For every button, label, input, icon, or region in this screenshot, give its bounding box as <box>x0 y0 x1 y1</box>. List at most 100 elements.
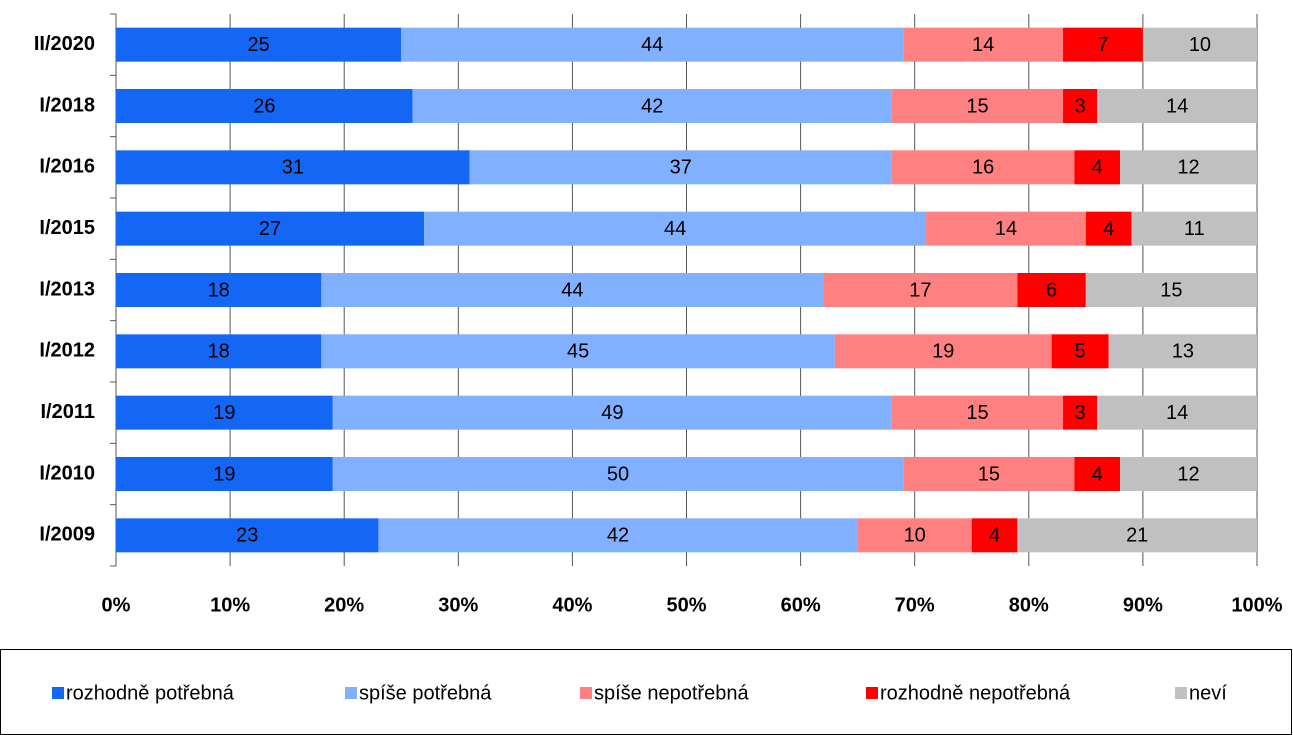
bar-segment <box>1142 27 1257 62</box>
legend-swatch <box>1175 687 1187 699</box>
data-label: 19 <box>213 402 235 424</box>
y-tick-label: I/2010 <box>39 462 95 484</box>
bar-segment <box>378 518 858 553</box>
data-label: 18 <box>208 279 230 301</box>
bar-segment <box>891 150 1075 185</box>
legend-label: rozhodně nepotřebná <box>880 682 1071 704</box>
data-label: 27 <box>259 218 281 240</box>
data-label: 10 <box>904 525 926 547</box>
legend-label: neví <box>1189 682 1227 704</box>
y-tick-label: II/2020 <box>34 33 95 55</box>
legend-label: rozhodně potřebná <box>66 682 235 704</box>
bar-segment <box>1097 395 1257 430</box>
legend-label: spíše nepotřebná <box>594 682 749 704</box>
bar-segment <box>1017 273 1086 307</box>
bar-segment <box>891 395 1064 430</box>
y-tick-label: I/2018 <box>39 94 95 116</box>
bar-segment <box>116 273 322 307</box>
x-tick-label: 10% <box>210 594 250 616</box>
bar-segment <box>412 89 892 123</box>
legend-swatch <box>345 687 357 699</box>
data-label: 18 <box>208 341 230 363</box>
data-label: 31 <box>282 157 304 179</box>
data-label: 4 <box>1092 157 1103 179</box>
data-label: 42 <box>641 95 663 117</box>
y-tick-label: I/2012 <box>39 340 95 362</box>
data-label: 14 <box>995 218 1017 240</box>
data-label: 14 <box>1166 402 1188 424</box>
bar-segment <box>1063 89 1098 123</box>
data-label: 25 <box>248 34 270 56</box>
data-label: 14 <box>1166 95 1188 117</box>
bar-segment <box>469 150 892 185</box>
x-tick-label: 40% <box>552 594 592 616</box>
bar-segment <box>424 211 927 246</box>
bar-segment <box>332 457 904 491</box>
bar-segment <box>823 273 1018 307</box>
x-tick-label: 60% <box>781 594 821 616</box>
data-label: 17 <box>909 279 931 301</box>
bar-segment <box>116 518 379 553</box>
x-tick-label: 0% <box>102 594 131 616</box>
data-label: 7 <box>1097 34 1108 56</box>
data-label: 19 <box>213 463 235 485</box>
bar-segment <box>1074 150 1121 185</box>
bar-segment <box>116 395 333 430</box>
data-label: 15 <box>978 463 1000 485</box>
bar-segment <box>116 27 402 62</box>
y-tick-label: I/2016 <box>39 156 95 178</box>
bar-segment <box>1074 457 1121 491</box>
legend-label: spíše potřebná <box>359 682 492 704</box>
data-label: 12 <box>1177 157 1199 179</box>
data-label: 49 <box>601 402 623 424</box>
data-label: 16 <box>972 157 994 179</box>
bar-segment <box>401 27 904 62</box>
bar-segment <box>834 334 1052 369</box>
bar-segment <box>1063 27 1143 62</box>
data-label: 37 <box>670 157 692 179</box>
data-label: 21 <box>1126 525 1148 547</box>
data-label: 5 <box>1075 341 1086 363</box>
bar-segment <box>857 518 972 553</box>
y-tick-label: I/2015 <box>39 217 95 239</box>
bar-segment <box>903 457 1075 491</box>
y-tick-label: I/2011 <box>40 401 95 423</box>
bar-segment <box>321 334 835 369</box>
bar-segment <box>321 273 824 307</box>
x-tick-label: 100% <box>1231 594 1282 616</box>
x-tick-label: 70% <box>895 594 935 616</box>
bar-segment <box>1108 334 1257 369</box>
x-tick-label: 80% <box>1009 594 1049 616</box>
x-tick-label: 90% <box>1123 594 1163 616</box>
data-label: 13 <box>1172 341 1194 363</box>
y-tick-label: I/2013 <box>39 278 95 300</box>
x-tick-label: 30% <box>438 594 478 616</box>
bar-segment <box>926 211 1086 246</box>
data-label: 15 <box>966 402 988 424</box>
data-label: 44 <box>641 34 663 56</box>
bar-segment <box>116 211 425 246</box>
bar-segment <box>1017 518 1257 553</box>
bar-segment <box>1063 395 1098 430</box>
bar-segment <box>1085 273 1257 307</box>
data-label: 14 <box>972 34 994 56</box>
data-label: 44 <box>664 218 686 240</box>
bar-segment <box>1097 89 1257 123</box>
bar-segment <box>1131 211 1257 246</box>
bar-segment <box>1085 211 1132 246</box>
data-label: 50 <box>607 463 629 485</box>
bar-segment <box>971 518 1018 553</box>
data-label: 12 <box>1177 463 1199 485</box>
data-label: 3 <box>1075 402 1086 424</box>
bar-segment <box>116 457 333 491</box>
data-label: 11 <box>1184 218 1205 240</box>
data-label: 15 <box>1160 279 1182 301</box>
data-label: 6 <box>1046 279 1057 301</box>
data-label: 4 <box>989 525 1000 547</box>
bar-segment <box>1120 150 1257 185</box>
x-tick-label: 50% <box>666 594 706 616</box>
data-label: 4 <box>1103 218 1114 240</box>
bar-segment <box>116 150 470 185</box>
data-label: 15 <box>966 95 988 117</box>
y-tick-label: I/2009 <box>39 524 95 546</box>
